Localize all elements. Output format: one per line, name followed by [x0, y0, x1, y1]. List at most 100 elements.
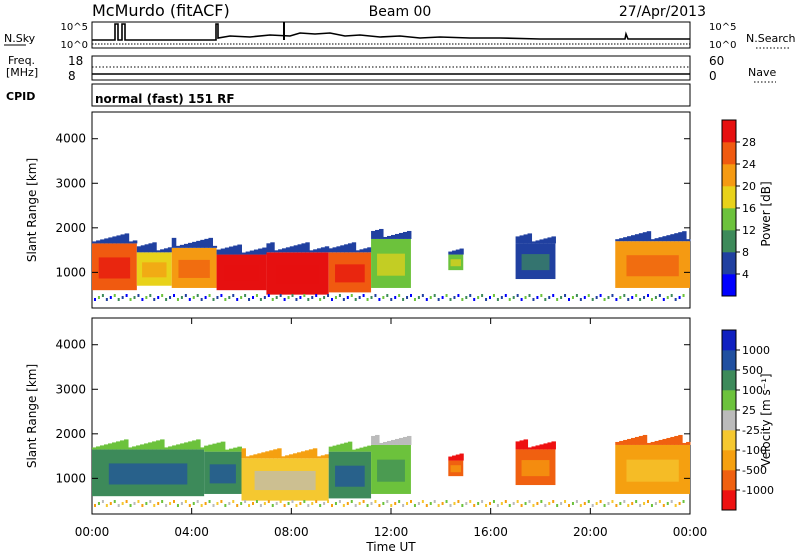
power-band-edge — [266, 243, 271, 253]
velocity-band-edge — [237, 446, 242, 452]
power-band-edge — [160, 249, 165, 253]
velocity-near-scatter — [382, 502, 385, 505]
power-near-scatter — [540, 294, 543, 297]
freq-left-tick-bottom: 8 — [68, 69, 76, 83]
velocity-band-edge — [674, 435, 679, 445]
velocity-band-edge — [216, 442, 222, 452]
power-near-scatter — [670, 294, 673, 297]
velocity-near-scatter — [627, 504, 630, 507]
power-band-edge — [523, 234, 529, 244]
velocity-band-edge — [168, 446, 173, 450]
velocity-near-scatter — [524, 502, 527, 505]
power-band-edge — [183, 243, 189, 248]
power-band-edge — [309, 250, 314, 253]
power-cbar-tick-label: 8 — [742, 246, 749, 259]
velocity-band-edge — [180, 443, 185, 450]
frequency-panel: Freq. [MHz] 18 8 60 0 Nave — [6, 54, 776, 83]
power-band-edge — [285, 247, 291, 253]
power-near-scatter — [188, 298, 191, 301]
power-near-scatter — [654, 296, 657, 299]
velocity-near-scatter — [678, 502, 681, 505]
power-near-scatter — [615, 298, 618, 301]
velocity-near-scatter — [212, 504, 215, 507]
power-band-edge — [293, 245, 299, 253]
power-near-scatter — [374, 294, 377, 297]
velocity-band-edge — [188, 441, 193, 450]
velocity-near-scatter — [334, 502, 337, 505]
power-near-scatter — [402, 298, 405, 301]
noise-right-tick-bottom: 10^0 — [709, 40, 736, 51]
velocity-band-core — [335, 465, 365, 487]
power-near-scatter — [627, 298, 630, 301]
velocity-near-scatter — [362, 500, 365, 503]
velocity-near-scatter — [275, 502, 278, 505]
power-near-scatter — [232, 294, 235, 297]
power-near-scatter — [429, 296, 432, 299]
velocity-band-edge — [387, 440, 392, 445]
velocity-cbar-cell — [722, 370, 736, 391]
velocity-band-edge — [678, 434, 683, 445]
power-band-edge — [100, 239, 105, 244]
velocity-band-edge — [363, 446, 368, 452]
power-near-scatter — [390, 298, 393, 301]
power-near-scatter — [639, 298, 642, 301]
power-band-edge — [136, 246, 142, 253]
power-near-scatter — [212, 298, 215, 301]
velocity-near-scatter — [252, 502, 254, 505]
velocity-near-scatter — [129, 504, 132, 507]
power-near-scatter — [216, 296, 219, 299]
power-near-scatter — [149, 294, 152, 297]
power-near-scatter — [417, 296, 420, 299]
velocity-band-edge — [220, 441, 226, 452]
power-band-edge — [224, 247, 230, 255]
power-band-core — [450, 259, 462, 267]
velocity-bands — [92, 434, 691, 507]
power-bands — [92, 228, 691, 301]
power-cbar-ticks: 4 8 12 16 20 24 28 — [736, 136, 756, 281]
velocity-near-scatter — [287, 502, 290, 505]
power-near-scatter — [647, 294, 649, 297]
power-near-scatter — [125, 294, 128, 297]
velocity-band-edge — [406, 435, 412, 445]
power-near-scatter — [323, 296, 326, 299]
freq-label-1: Freq. — [8, 54, 35, 67]
power-near-scatter — [97, 296, 100, 299]
velocity-near-scatter — [417, 502, 420, 505]
velocity-near-scatter — [94, 504, 96, 507]
velocity-band-edge — [120, 440, 125, 450]
power-near-scatter — [477, 296, 480, 299]
power-near-scatter — [413, 298, 416, 301]
velocity-band-edge — [662, 438, 667, 445]
velocity-near-scatter — [169, 502, 172, 505]
power-band-edge — [278, 249, 283, 253]
power-band-edge — [375, 229, 380, 239]
power-band-edge — [686, 239, 691, 242]
power-band-edge — [196, 240, 201, 248]
power-band-edge — [220, 248, 226, 255]
velocity-near-scatter — [473, 504, 476, 507]
velocity-band-edge — [347, 441, 353, 452]
power-near-scatter — [133, 296, 136, 299]
velocity-band-edge — [547, 442, 552, 450]
velocity-near-scatter — [469, 500, 472, 503]
power-yticks: 1000 2000 3000 4000 — [55, 132, 690, 279]
velocity-near-scatter — [244, 500, 247, 503]
power-near-scatter — [287, 296, 290, 299]
velocity-near-scatter — [204, 502, 207, 505]
velocity-band-edge — [269, 450, 274, 459]
power-near-scatter — [105, 298, 108, 301]
velocity-band-edge — [249, 455, 254, 459]
velocity-near-scatter — [623, 500, 626, 503]
velocity-band-edge — [344, 442, 349, 452]
velocity-colorbar: -1000 -500 -100 -25 25 100 500 1000 Velocity [m… — [721, 329, 774, 511]
xtick-label: 12:00 — [374, 525, 409, 539]
velocity-band-edge — [535, 445, 541, 450]
power-near-scatter — [311, 296, 314, 299]
power-band-edge — [328, 248, 334, 253]
velocity-near-scatter — [121, 502, 124, 505]
power-band-edge — [258, 248, 263, 255]
velocity-near-scatter — [184, 500, 187, 503]
velocity-near-scatter — [117, 504, 120, 507]
power-near-scatter — [366, 298, 369, 301]
power-band-edge — [359, 249, 364, 253]
